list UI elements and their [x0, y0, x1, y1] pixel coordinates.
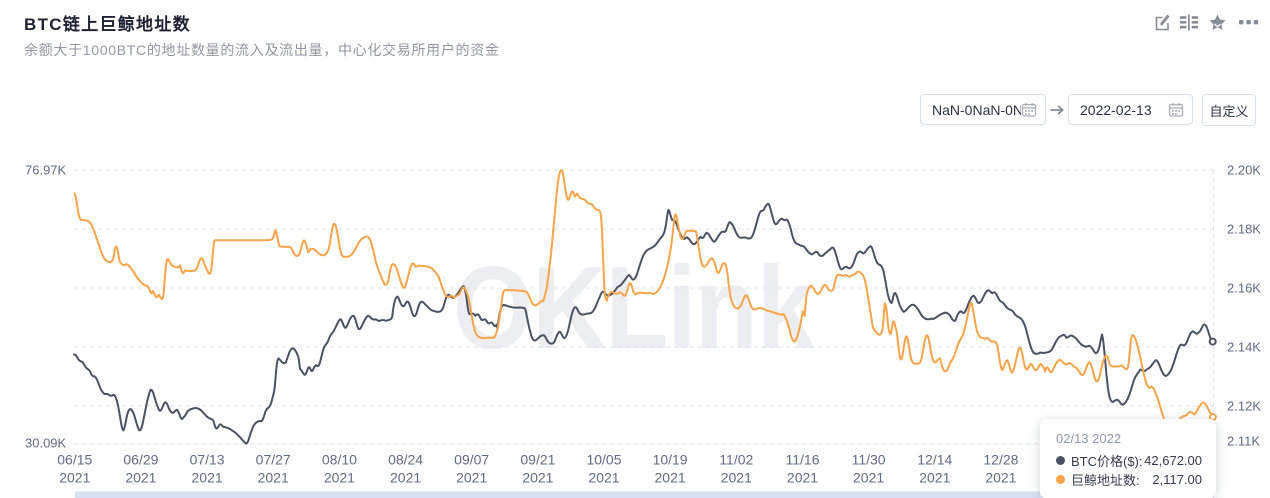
svg-text:2021: 2021	[655, 470, 686, 486]
svg-text:2.16K: 2.16K	[1227, 281, 1261, 296]
svg-text:2021: 2021	[324, 470, 355, 486]
svg-text:06/29: 06/29	[123, 452, 158, 468]
svg-text:07/13: 07/13	[190, 452, 225, 468]
svg-text:2.12K: 2.12K	[1227, 399, 1261, 414]
svg-text:2021: 2021	[721, 470, 752, 486]
svg-text:30.09K: 30.09K	[25, 436, 67, 451]
svg-text:2.14K: 2.14K	[1227, 340, 1261, 355]
svg-text:2021: 2021	[919, 470, 950, 486]
svg-text:2021: 2021	[853, 470, 884, 486]
svg-text:2021: 2021	[456, 470, 487, 486]
svg-text:2.11K: 2.11K	[1227, 434, 1260, 449]
svg-text:2021: 2021	[192, 470, 223, 486]
svg-text:12/14: 12/14	[917, 452, 952, 468]
svg-text:2021: 2021	[59, 470, 90, 486]
svg-text:10/19: 10/19	[653, 452, 688, 468]
svg-text:2021: 2021	[985, 470, 1016, 486]
svg-text:11/30: 11/30	[852, 452, 886, 468]
svg-text:2021: 2021	[125, 470, 156, 486]
svg-text:2021: 2021	[390, 470, 421, 486]
svg-text:2.18K: 2.18K	[1227, 222, 1261, 237]
svg-text:2021: 2021	[787, 470, 818, 486]
svg-text:11/02: 11/02	[719, 452, 753, 468]
svg-text:2021: 2021	[522, 470, 553, 486]
svg-text:12/28: 12/28	[983, 452, 1018, 468]
svg-text:07/27: 07/27	[256, 452, 291, 468]
svg-text:09/07: 09/07	[454, 452, 489, 468]
svg-text:08/24: 08/24	[388, 452, 423, 468]
svg-text:2.20K: 2.20K	[1227, 163, 1261, 178]
svg-text:2021: 2021	[258, 470, 289, 486]
svg-text:08/10: 08/10	[322, 452, 357, 468]
svg-text:09/21: 09/21	[520, 452, 555, 468]
svg-text:10/05: 10/05	[586, 452, 621, 468]
svg-text:06/15: 06/15	[57, 452, 92, 468]
svg-text:11/16: 11/16	[786, 452, 820, 468]
svg-text:2021: 2021	[588, 470, 619, 486]
svg-text:76.97K: 76.97K	[25, 163, 67, 178]
